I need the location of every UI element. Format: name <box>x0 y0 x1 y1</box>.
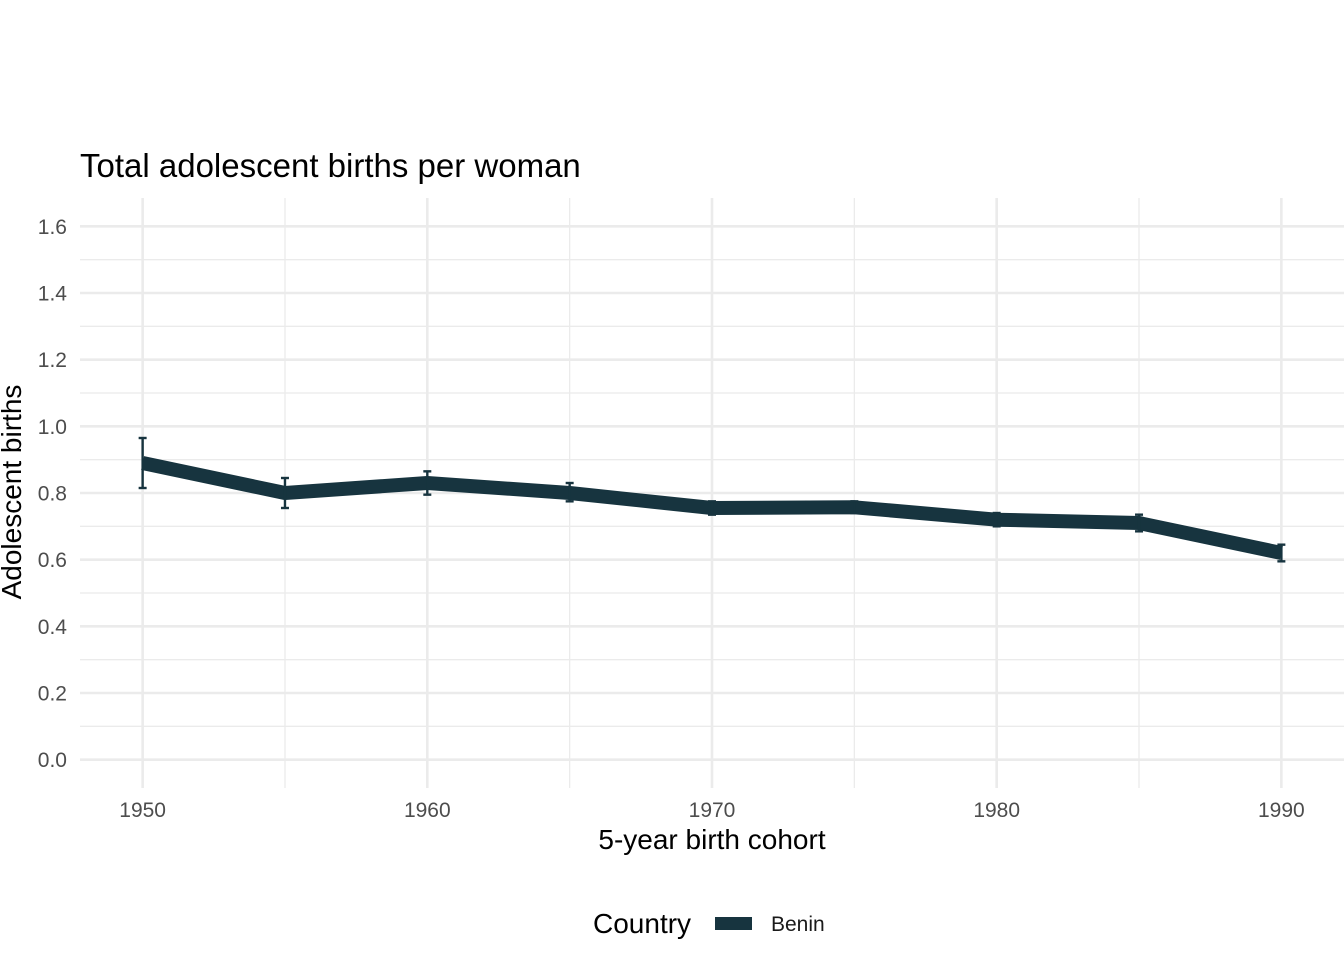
error-bar <box>280 476 289 510</box>
error-bar <box>1135 513 1144 533</box>
y-tick-label: 0.4 <box>38 616 68 639</box>
legend-label-benin: Benin <box>771 913 825 936</box>
error-bar <box>850 500 859 515</box>
x-tick-label: 1990 <box>1258 799 1305 822</box>
x-tick-label: 1950 <box>119 799 166 822</box>
error-bar <box>708 500 716 516</box>
error-bar <box>138 436 147 490</box>
x-axis-tick-labels: 1950 1960 1970 1980 1990 <box>119 799 1304 822</box>
y-axis-tick-labels: 0.0 0.2 0.4 0.6 0.8 1.0 1.2 1.4 1.6 <box>38 216 68 772</box>
x-tick-label: 1960 <box>404 799 451 822</box>
y-tick-label: 0.2 <box>38 683 67 706</box>
series-layer <box>138 436 1286 563</box>
y-tick-label: 0.0 <box>38 749 67 772</box>
error-bar <box>565 481 574 503</box>
y-tick-label: 1.4 <box>38 283 68 306</box>
y-tick-label: 1.0 <box>38 416 67 439</box>
y-tick-label: 0.6 <box>38 549 67 572</box>
legend: Country Benin <box>593 908 825 939</box>
y-tick-label: 0.8 <box>38 483 67 506</box>
y-tick-label: 1.6 <box>38 216 67 239</box>
x-axis-title: 5-year birth cohort <box>598 824 825 855</box>
error-bar <box>992 511 1001 528</box>
legend-key-benin <box>715 917 752 930</box>
y-tick-label: 1.2 <box>38 349 67 372</box>
grid <box>80 198 1344 788</box>
error-bar <box>1277 543 1286 563</box>
x-tick-label: 1980 <box>973 799 1020 822</box>
y-axis-title: Adolescent births <box>0 385 27 600</box>
error-bar <box>423 470 432 496</box>
chart-title: Total adolescent births per woman <box>80 147 581 184</box>
legend-title: Country <box>593 908 691 939</box>
x-tick-label: 1970 <box>689 799 736 822</box>
